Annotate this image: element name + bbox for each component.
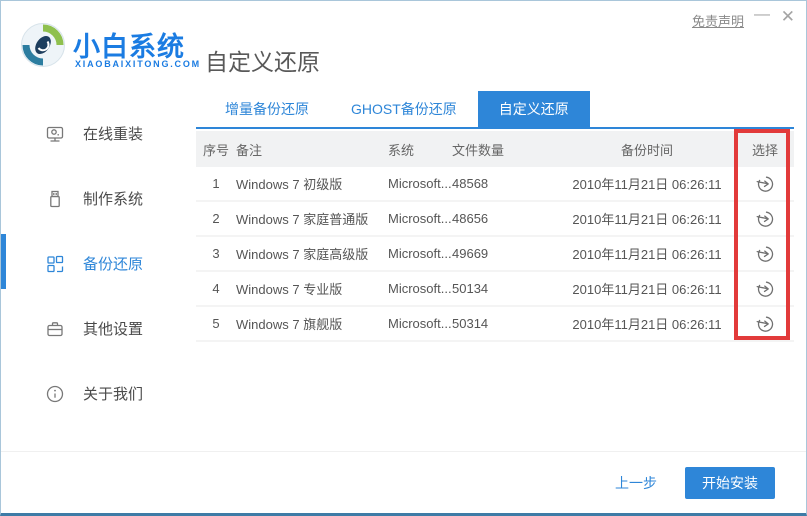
sidebar-item-other-settings[interactable]: 其他设置 — [1, 296, 191, 361]
minimize-icon[interactable]: — — [754, 6, 770, 23]
table-row: 3 Windows 7 家庭高级版 Microsoft... 49669 201… — [196, 237, 794, 272]
tab-ghost-backup-restore[interactable]: GHOST备份还原 — [351, 101, 457, 117]
usb-drive-icon — [45, 189, 65, 209]
table-row: 4 Windows 7 专业版 Microsoft... 50134 2010年… — [196, 272, 794, 307]
brand-domain: XIAOBAIXITONG.COM — [75, 59, 201, 69]
restore-icon[interactable] — [755, 244, 775, 264]
cell-index: 2 — [212, 211, 220, 226]
cell-system: Microsoft... — [388, 246, 452, 261]
disclaimer-link[interactable]: 免责声明 — [691, 14, 744, 29]
page-title: 自定义还原 — [205, 49, 320, 75]
cell-note: Windows 7 家庭高级版 — [236, 247, 369, 262]
cell-files: 48656 — [452, 211, 489, 226]
cell-system: Microsoft... — [388, 211, 452, 226]
sidebar-item-label: 其他设置 — [83, 321, 144, 338]
cell-time: 2010年11月21日 06:26:11 — [572, 317, 722, 332]
brand-name: 小白系统 — [73, 32, 185, 62]
cell-note: Windows 7 旗舰版 — [236, 317, 343, 332]
cell-index: 3 — [212, 246, 220, 261]
restore-icon[interactable] — [755, 314, 775, 334]
column-header-note: 备注 — [236, 142, 263, 158]
cell-note: Windows 7 家庭普通版 — [236, 212, 369, 227]
sidebar: 在线重装 制作系统 备份还原 — [1, 91, 191, 513]
column-header-select: 选择 — [751, 142, 778, 158]
cell-files: 48568 — [452, 176, 489, 191]
cell-system: Microsoft... — [388, 176, 452, 191]
main-content: 增量备份还原 GHOST备份还原 自定义还原 序号 备注 系统 文件数量 备份时… — [191, 91, 806, 513]
sidebar-item-label: 在线重装 — [83, 126, 144, 143]
column-header-system: 系统 — [388, 142, 415, 158]
cell-files: 49669 — [452, 246, 489, 261]
restore-icon[interactable] — [755, 279, 775, 299]
sidebar-item-online-reinstall[interactable]: 在线重装 — [1, 101, 191, 166]
computer-icon — [45, 124, 65, 144]
restore-icon[interactable] — [755, 209, 775, 229]
active-item-indicator — [1, 234, 6, 289]
sidebar-item-label: 制作系统 — [83, 191, 144, 208]
sidebar-item-label: 备份还原 — [83, 256, 144, 273]
cell-files: 50314 — [452, 316, 489, 331]
sidebar-item-about-us[interactable]: 关于我们 — [1, 361, 191, 426]
column-header-files: 文件数量 — [452, 142, 505, 158]
tiles-icon — [45, 254, 65, 274]
cell-files: 50134 — [452, 281, 489, 296]
brand-logo-icon — [20, 22, 66, 68]
start-install-button[interactable]: 开始安装 — [685, 466, 775, 499]
cell-index: 5 — [212, 316, 220, 331]
tab-incremental-backup-restore[interactable]: 增量备份还原 — [225, 101, 309, 117]
column-header-index: 序号 — [202, 142, 229, 158]
restore-icon[interactable] — [755, 174, 775, 194]
column-header-time: 备份时间 — [620, 142, 673, 158]
close-icon[interactable]: ✕ — [780, 7, 795, 26]
cell-index: 1 — [212, 176, 220, 191]
tab-bar: 增量备份还原 GHOST备份还原 自定义还原 — [196, 91, 794, 129]
cell-time: 2010年11月21日 06:26:11 — [572, 177, 722, 192]
tab-custom-restore[interactable]: 自定义还原 — [477, 91, 590, 127]
cell-system: Microsoft... — [388, 316, 452, 331]
sidebar-item-label: 关于我们 — [83, 386, 144, 403]
info-icon — [45, 384, 65, 404]
backup-table: 序号 备注 系统 文件数量 备份时间 选择 1 Windows 7 初级版 Mi… — [196, 131, 794, 342]
table-row: 5 Windows 7 旗舰版 Microsoft... 50314 2010年… — [196, 307, 794, 342]
back-button[interactable]: 上一步 — [615, 474, 657, 491]
footer-bar: 上一步 开始安装 — [1, 451, 806, 513]
cell-time: 2010年11月21日 06:26:11 — [572, 212, 722, 227]
cell-index: 4 — [212, 281, 220, 296]
cell-note: Windows 7 专业版 — [236, 282, 343, 297]
cell-note: Windows 7 初级版 — [236, 177, 343, 192]
cell-time: 2010年11月21日 06:26:11 — [572, 282, 722, 297]
cell-system: Microsoft... — [388, 281, 452, 296]
sidebar-item-make-system[interactable]: 制作系统 — [1, 166, 191, 231]
table-header-row: 序号 备注 系统 文件数量 备份时间 选择 — [196, 131, 794, 167]
sidebar-item-backup-restore[interactable]: 备份还原 — [1, 231, 191, 296]
table-row: 1 Windows 7 初级版 Microsoft... 48568 2010年… — [196, 167, 794, 202]
cell-time: 2010年11月21日 06:26:11 — [572, 247, 722, 262]
briefcase-icon — [45, 319, 65, 339]
table-row: 2 Windows 7 家庭普通版 Microsoft... 48656 201… — [196, 202, 794, 237]
